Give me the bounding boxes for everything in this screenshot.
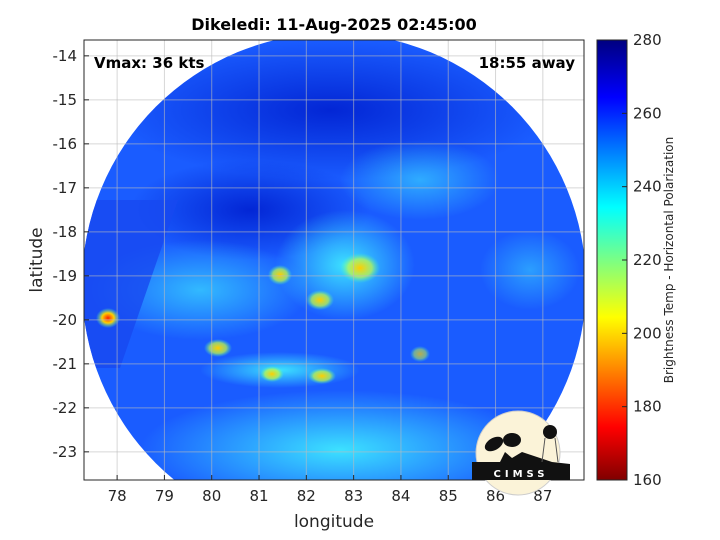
y-tick-label: -19 (53, 267, 78, 285)
x-tick-label: 81 (249, 487, 268, 505)
colorbar-tick-label: 220 (633, 251, 662, 269)
y-tick-label: -18 (53, 223, 78, 241)
colorbar-tick-label: 240 (633, 178, 662, 196)
grid-lines (84, 40, 584, 480)
colorbar-ticks: 160 180 200 220 240 260 280 (622, 31, 662, 489)
time-away-annotation: 18:55 away (479, 54, 576, 72)
colorbar-tick-label: 280 (633, 31, 662, 49)
y-tick-label: -15 (53, 91, 78, 109)
plot-frame (83, 39, 585, 481)
y-axis-label: latitude (27, 227, 47, 292)
y-tick-label: -20 (53, 311, 78, 329)
x-tick-label: 80 (202, 487, 221, 505)
x-tick-label: 83 (344, 487, 363, 505)
x-tick-label: 82 (297, 487, 316, 505)
logo-text: CIMSS (494, 469, 549, 480)
x-axis-ticks: 78 79 80 81 82 83 84 85 86 87 (108, 475, 552, 505)
x-tick-label: 85 (439, 487, 458, 505)
x-tick-label: 79 (155, 487, 174, 505)
x-tick-label: 78 (108, 487, 127, 505)
colorbar-label: Brightness Temp - Horizontal Polarizatio… (662, 137, 676, 384)
x-tick-label: 84 (391, 487, 410, 505)
colorbar-tick-label: 160 (633, 471, 662, 489)
y-axis-ticks: -14 -15 -16 -17 -18 -19 -20 -21 -22 -23 (53, 47, 89, 461)
plot-title: Dikeledi: 11-Aug-2025 02:45:00 (191, 15, 477, 34)
y-tick-label: -14 (53, 47, 78, 65)
y-tick-label: -22 (53, 399, 78, 417)
y-tick-label: -17 (53, 179, 78, 197)
colorbar-tick-label: 260 (633, 104, 662, 122)
vmax-annotation: Vmax: 36 kts (94, 54, 204, 72)
y-tick-label: -16 (53, 135, 78, 153)
colorbar-tick-label: 180 (633, 398, 662, 416)
cimss-logo: CIMSS (472, 410, 570, 496)
colorbar-tick-label: 200 (633, 324, 662, 342)
y-tick-label: -23 (53, 443, 78, 461)
brightness-field (84, 40, 584, 480)
y-tick-label: -21 (53, 355, 78, 373)
x-axis-label: longitude (294, 512, 374, 532)
x-tick-label: 87 (533, 487, 552, 505)
